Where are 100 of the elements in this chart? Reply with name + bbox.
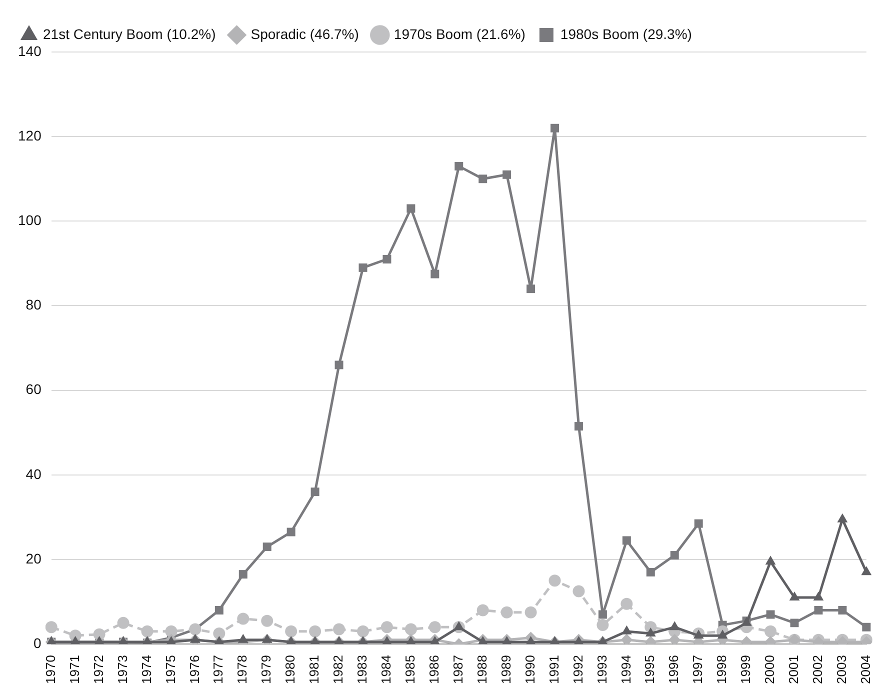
x-tick-label: 1992 [570,655,586,684]
x-tick-label: 1981 [306,655,322,684]
point [598,610,607,619]
x-tick-label: 1988 [474,655,490,684]
point [548,574,561,587]
point [430,270,440,278]
x-tick-label: 1989 [498,655,514,684]
point [669,621,680,630]
point [478,174,488,184]
x-tick-label: 1980 [282,655,298,684]
x-tick-label: 1984 [378,655,394,684]
point [165,625,178,638]
x-tick-label: 1995 [642,655,658,684]
point [717,630,728,639]
point [596,619,609,632]
y-tick-label: 20 [26,550,42,566]
point [622,536,631,545]
point [356,625,369,638]
x-tick-label: 1970 [42,655,58,684]
x-tick-label: 2004 [858,655,873,684]
x-tick-label: 2002 [810,655,826,684]
x-tick-label: 2003 [834,655,850,684]
x-tick-label: 2000 [762,655,778,684]
x-tick-label: 1977 [210,655,226,684]
point [645,628,656,637]
point [670,551,679,560]
x-tick-label: 1976 [186,655,202,684]
point [454,621,464,630]
point [237,612,250,625]
point [334,360,344,370]
point [454,162,464,170]
point [406,204,416,213]
point [404,623,417,636]
point [790,618,799,628]
point [45,621,58,634]
point [620,598,633,610]
point [382,254,392,264]
point [838,606,847,614]
y-tick-label: 100 [18,212,42,228]
y-tick-label: 40 [26,466,42,482]
point [285,625,298,638]
point [213,628,226,640]
x-tick-label: 1982 [330,655,346,684]
x-tick-label: 1993 [594,655,610,684]
point [765,556,776,565]
point [261,614,274,627]
point [861,566,872,576]
point [572,585,585,598]
point [502,170,512,179]
x-tick-label: 1973 [114,655,130,684]
point [862,622,871,632]
x-tick-label: 1983 [354,655,370,684]
x-tick-label: 1996 [666,655,682,684]
point [668,634,681,644]
point [262,542,272,552]
legend-label: 1970s Boom (21.6%) [394,26,526,42]
x-tick-label: 1974 [138,655,154,684]
point [476,604,489,616]
x-tick-label: 1987 [450,655,466,684]
point [621,625,632,634]
point [813,592,824,601]
point [333,623,346,636]
x-tick-label: 1986 [426,655,442,684]
x-tick-label: 1991 [546,655,562,684]
x-tick-label: 1971 [66,655,82,684]
x-tick-label: 1998 [714,655,730,684]
y-tick-label: 80 [26,296,42,313]
point [814,606,823,614]
point [310,488,320,496]
x-tick-label: 1994 [618,655,634,684]
point [526,284,536,294]
point [117,616,130,629]
point [646,568,655,576]
point [764,625,777,638]
point [286,528,296,536]
point [309,625,322,638]
point [789,592,800,601]
x-tick-label: 2001 [786,655,802,684]
x-tick-label: 1972 [90,655,106,684]
x-tick-label: 1999 [738,655,754,684]
y-tick-label: 120 [18,127,42,144]
legend-label: Sporadic (46.7%) [250,26,359,42]
x-tick-label: 1997 [690,655,706,684]
point [500,606,513,618]
point [550,124,560,132]
x-tick-label: 1979 [258,655,274,684]
point [238,570,248,579]
legend-label: 21st Century Boom (10.2%) [43,26,216,42]
point [766,610,775,619]
point [574,422,583,431]
x-tick-label: 1978 [234,655,250,684]
x-tick-label: 1985 [402,655,418,684]
y-tick-label: 60 [26,381,42,398]
point [620,634,633,644]
point [524,606,537,618]
point [428,621,441,634]
point [141,625,154,638]
y-tick-label: 0 [34,634,42,651]
y-tick-label: 140 [18,42,42,59]
x-tick-label: 1975 [162,655,178,684]
